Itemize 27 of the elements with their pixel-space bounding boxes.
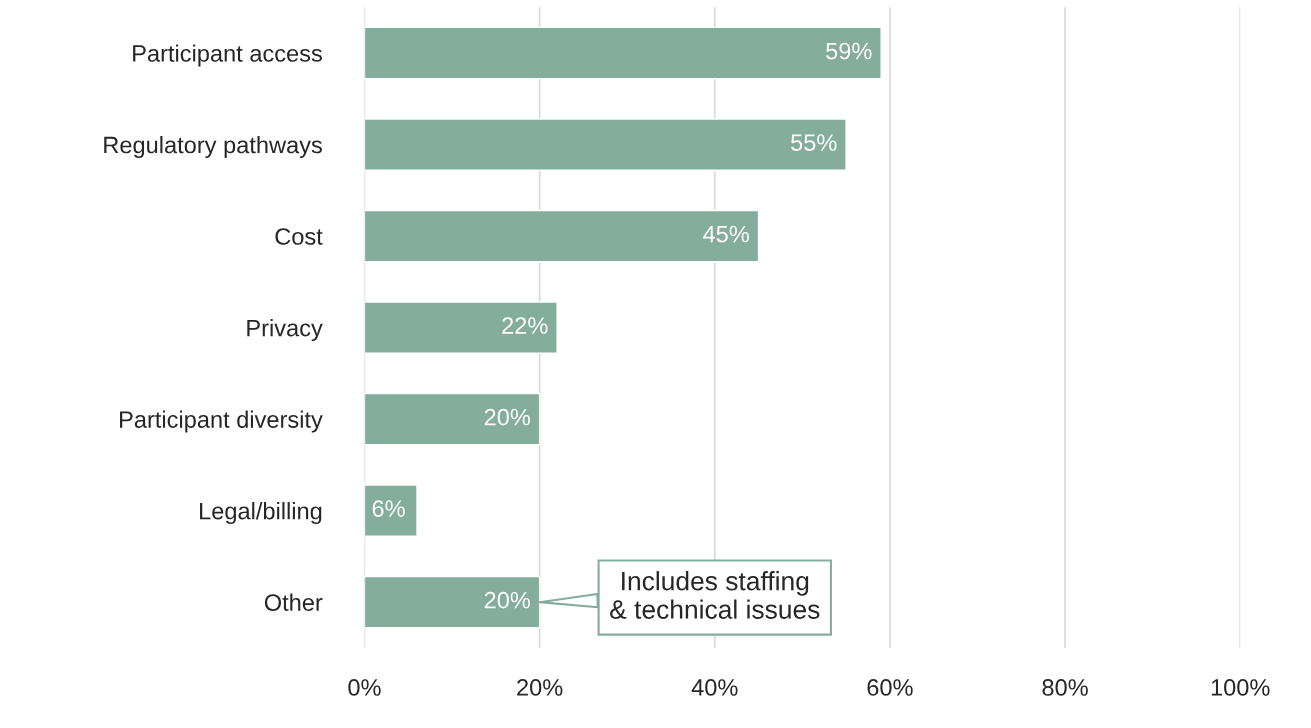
- data-label: 22%: [502, 317, 548, 334]
- x-tick-label: 40%: [691, 679, 738, 696]
- x-tick-label: 80%: [1042, 679, 1088, 696]
- bar: [364, 484, 418, 537]
- data-label: 20%: [484, 591, 531, 609]
- annotation: Includes staffing & technical issues: [610, 571, 820, 619]
- bar: [364, 209, 760, 263]
- x-tick-label: 60%: [867, 679, 913, 696]
- x-tick-label: 20%: [517, 679, 563, 696]
- data-label: 59%: [826, 42, 872, 60]
- y-tick-label: Regulatory pathways: [104, 136, 322, 159]
- y-tick-label: Privacy: [247, 319, 323, 342]
- y-tick-label: Participant diversity: [120, 410, 323, 433]
- bar: [364, 26, 882, 80]
- y-tick-label: Cost: [275, 228, 323, 245]
- data-label: 45%: [703, 225, 749, 243]
- y-tick-label: Other: [264, 593, 323, 611]
- bar: [364, 301, 558, 354]
- bar: [364, 392, 541, 446]
- data-label: 6%: [372, 500, 405, 517]
- y-tick-label: Legal/billing: [200, 502, 322, 525]
- bar: [364, 118, 847, 171]
- x-tick-label: 0%: [348, 679, 381, 696]
- x-tick-label: 100%: [1211, 679, 1270, 696]
- data-label: 20%: [484, 408, 531, 426]
- data-label: 55%: [791, 134, 837, 151]
- y-tick-label: Participant access: [133, 44, 322, 67]
